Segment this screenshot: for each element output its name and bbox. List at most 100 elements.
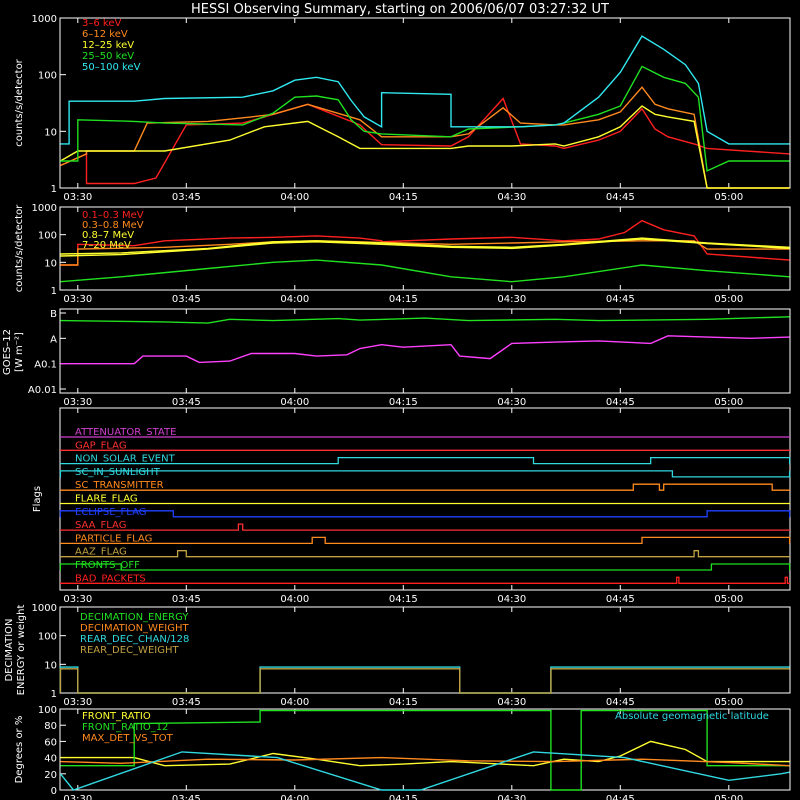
goes-series-0 [60,316,790,324]
count_rates_high-series-0 [60,219,790,266]
decimation-xtick-label: 05:00 [714,697,743,708]
decimation-ylabel: DECIMATION [4,618,15,681]
ratios-xtick-label: 04:15 [389,794,418,800]
goes-xtick-label: 04:00 [280,397,309,408]
flag-label: FRONTS_OFF [75,560,140,571]
count_rates_low-series-3 [60,65,790,172]
ratios-ylabel: Degrees or % [14,716,25,784]
count_rates_low-xtick-label: 04:30 [497,192,526,203]
count_rates_high-xtick-label: 04:15 [389,294,418,305]
count_rates_high-ytick-label: 100 [38,231,57,242]
flag-label: BAD_PACKETS [75,573,146,584]
flag-line [60,523,790,531]
flags-xtick-label: 03:30 [63,594,92,605]
flag-label: ATTENUATOR_STATE [75,427,176,438]
count_rates_low-ylabel: counts/s/detector [14,58,25,146]
decimation-legend-item: REAR_DEC_CHAN/128 [80,634,189,645]
count_rates_low-legend-item: 3–6 keV [82,18,121,29]
ratios-xtick-label: 04:30 [497,794,526,800]
decimation-xtick-label: 03:45 [172,697,201,708]
flags-xtick-label: 04:30 [497,594,526,605]
count_rates_high-ytick-label: 1 [51,286,57,297]
count_rates_low-series-0 [60,97,790,185]
count_rates_high-xtick-label: 04:00 [280,294,309,305]
decimation-frame [59,606,791,694]
goes-ytick-label: A0.1 [34,360,57,371]
ratios-series-2 [60,756,790,767]
flag-label: SC_TRANSMITTER [75,480,164,491]
count_rates_low-ytick-label: 1 [51,184,57,195]
decimation-xtick-label: 04:15 [389,697,418,708]
count_rates_high-xtick-label: 03:30 [63,294,92,305]
ratios-series-0 [60,740,790,767]
count_rates_high-xtick-label: 03:45 [172,294,201,305]
flag-label: AAZ_FLAG [75,547,127,558]
ratios-xtick-label: 03:45 [172,794,201,800]
ratios-xtick-label: 04:45 [606,794,635,800]
goes-series-1 [60,335,790,365]
flags-xtick-label: 04:15 [389,594,418,605]
decimation-legend-item: REAR_DEC_WEIGHT [80,645,179,656]
goes-ytick-label: B [50,309,57,320]
count_rates_low-legend-item: 25–50 keV [82,51,134,62]
flag-label: ECLIPSE_FLAG [75,507,146,518]
flags-xtick-label: 03:45 [172,594,201,605]
goes-xtick-label: 04:45 [606,397,635,408]
count_rates_low-ytick-label: 100 [38,71,57,82]
count_rates_high-ylabel: counts/s/detector [14,204,25,292]
goes-ylabel: [W m⁻²] [14,332,25,372]
flags-xtick-label: 04:00 [280,594,309,605]
ratios-xtick-label: 03:30 [63,794,92,800]
goes-xtick-label: 04:30 [497,397,526,408]
count_rates_low-ytick-label: 1000 [32,14,57,25]
count_rates_low-frame [59,17,791,189]
decimation-ytick-label: 1 [51,689,57,700]
goes-ytick-label: A0.01 [28,385,57,396]
flag-line [60,456,791,465]
count_rates_low-series-1 [60,86,790,189]
flag-line [60,576,790,584]
count_rates_low-xtick-label: 04:45 [606,192,635,203]
flag-line [59,563,791,571]
goes-xtick-label: 03:30 [63,397,92,408]
ratios-legend-item: FRONT_RATIO [82,711,151,722]
decimation-ytick-label: 1000 [32,603,57,614]
decimation-xtick-label: 03:30 [63,697,92,708]
count_rates_high-legend-item: 0.3–0.8 MeV [82,220,144,231]
flag-label: GAP_FLAG [75,440,127,451]
ratios-ytick-label: 80 [44,721,57,732]
flag-label: SAA_FLAG [75,520,126,531]
count_rates_low-xtick-label: 04:00 [280,192,309,203]
count_rates_high-series-2 [60,237,790,255]
goes-ylabel: GOES–12 [2,329,13,375]
flag-line [60,483,790,491]
count_rates_low-ytick-label: 10 [44,127,57,138]
goes-xtick-label: 05:00 [714,397,743,408]
count_rates_low-xtick-label: 03:30 [63,192,92,203]
ratios-annotation: Absolute geomagnetic latitude [615,711,769,722]
ratios-ytick-label: 40 [44,754,57,765]
ratios-xtick-label: 05:00 [714,794,743,800]
ratios-series-3 [59,751,790,791]
flags-frame [59,407,791,591]
count_rates_high-legend-item: 0.8–7 MeV [82,230,134,241]
ratios-series-1 [60,709,790,791]
count_rates_high-ytick-label: 10 [44,258,57,269]
ratios-legend-item: FRONT_RATIO_12 [82,722,168,733]
count_rates_low-legend-item: 6–12 keV [82,29,128,40]
decimation-series-0 [59,666,790,694]
count_rates_high-xtick-label: 05:00 [714,294,743,305]
count_rates_low-xtick-label: 05:00 [714,192,743,203]
flag-label: SC_IN_SUNLIGHT [75,467,161,478]
decimation-legend-item: DECIMATION_WEIGHT [80,623,189,634]
flag-label: NON_SOLAR_EVENT [75,454,176,465]
decimation-series-1 [59,668,790,694]
decimation-ytick-label: 100 [38,632,57,643]
decimation-ytick-label: 10 [44,660,57,671]
ratios-legend-item: MAX_DET_VS_TOT [82,733,174,744]
count_rates_low-legend-item: 12–25 keV [82,40,134,51]
count_rates_low-xtick-label: 04:15 [389,192,418,203]
flags-ylabel: Flags [32,486,43,512]
ratios-xtick-label: 04:00 [280,794,309,800]
